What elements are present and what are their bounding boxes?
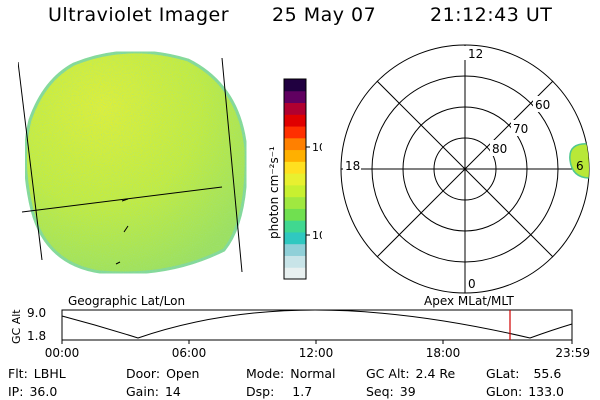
color-scale-stripe	[284, 243, 306, 256]
glat-label: GLat:	[486, 366, 520, 381]
mlat-label: 70	[513, 122, 528, 136]
altitude-curve	[61, 309, 573, 339]
graticule-line	[21, 186, 223, 213]
auroral-emission	[569, 143, 589, 179]
color-scale-stripe	[284, 184, 306, 198]
gain-label: Gain:	[126, 384, 159, 399]
graticule-line	[18, 61, 43, 261]
gc-alt-label: GC Alt:	[366, 366, 410, 381]
color-scale-stripe	[284, 114, 306, 127]
date-label: 25 May 07	[272, 4, 377, 26]
mlat-label: 60	[535, 98, 550, 112]
timeline-axis-title: GC Alt	[10, 309, 23, 344]
time-label: 21:12:43 UT	[430, 4, 553, 26]
mlt-label-dusk: 18	[345, 159, 360, 173]
earth-disk	[24, 50, 248, 275]
color-scale-tick: 100	[312, 141, 322, 154]
mode-field: Mode: Normal	[246, 366, 336, 381]
color-scale-stripe	[284, 126, 306, 139]
gc-alt-field: GC Alt: 2.4 Re	[366, 366, 455, 381]
color-scale-stripe	[284, 231, 306, 245]
instrument-title: Ultraviolet Imager	[48, 4, 230, 26]
color-scale-stripe	[284, 102, 306, 115]
color-scale-stripe	[284, 208, 306, 221]
seq-value: 39	[399, 384, 416, 399]
mode-value: Normal	[290, 366, 336, 381]
color-scale-tick: 10	[312, 229, 322, 242]
dsp-label: Dsp:	[246, 384, 275, 399]
glat-field: GLat: 55.6	[486, 366, 561, 381]
gc-alt-value: 2.4 Re	[415, 366, 456, 381]
polar-plot: 12 18 0 6 60 70 80	[340, 44, 590, 294]
timeline-right-label: Apex MLat/MLT	[424, 294, 514, 308]
timeline-y-tick: 1.8	[27, 329, 46, 343]
filter-value: LBHL	[33, 366, 66, 381]
mlt-label-noon: 12	[468, 47, 483, 61]
seq-label: Seq:	[366, 384, 394, 399]
color-scale: 100 10 photon cm⁻²s⁻¹	[267, 78, 322, 280]
glat-value: 55.6	[533, 366, 562, 381]
timeline-y-tick: 9.0	[27, 306, 46, 320]
uv-earth-image	[18, 50, 248, 275]
mlat-label: 80	[492, 142, 507, 156]
mode-label: Mode:	[246, 366, 285, 381]
ip-field: IP: 36.0	[8, 384, 57, 399]
graticule-mark	[123, 225, 129, 233]
color-scale-bar	[284, 79, 306, 280]
seq-field: Seq: 39	[366, 384, 416, 399]
graticule-mark	[121, 198, 129, 202]
graticule-mark	[115, 261, 121, 265]
timeline-x-tick: 00:00	[45, 346, 80, 360]
color-scale-stripe	[284, 196, 306, 209]
gain-value: 14	[164, 384, 181, 399]
color-scale-stripe	[284, 255, 306, 268]
timeline-x-tick: 18:00	[426, 346, 461, 360]
gain-field: Gain: 14	[126, 384, 181, 399]
color-scale-unit: photon cm⁻²s⁻¹	[267, 146, 281, 239]
color-scale-stripe	[284, 161, 306, 174]
color-scale-stripe	[284, 267, 306, 280]
color-scale-stripe	[284, 137, 306, 151]
timeline-left-label: Geographic Lat/Lon	[68, 294, 185, 308]
graticule-line	[221, 57, 243, 273]
door-value: Open	[166, 366, 200, 381]
filter-field: Flt: LBHL	[8, 366, 66, 381]
timeline-x-tick: 23:59	[555, 346, 590, 360]
door-field: Door: Open	[126, 366, 199, 381]
ip-value: 36.0	[29, 384, 58, 399]
dsp-value: 1.7	[292, 384, 313, 399]
color-scale-stripe	[284, 149, 306, 162]
color-scale-stripe	[284, 173, 306, 186]
color-scale-stripe	[284, 90, 306, 104]
color-scale-stripe	[284, 79, 306, 92]
timeline-frame	[61, 309, 573, 341]
dsp-field: Dsp: 1.7	[246, 384, 312, 399]
timeline-x-tick: 12:00	[299, 346, 334, 360]
door-label: Door:	[126, 366, 161, 381]
timeline-x-tick: 06:00	[172, 346, 207, 360]
glon-label: GLon:	[486, 384, 523, 399]
ip-label: IP:	[8, 384, 24, 399]
orbit-timeline: Geographic Lat/Lon Apex MLat/MLT GC Alt …	[10, 294, 590, 360]
glon-field: GLon: 133.0	[486, 384, 564, 399]
filter-label: Flt:	[8, 366, 28, 381]
mlt-label-dawn: 6	[576, 159, 584, 173]
mlt-label-midnight: 0	[468, 277, 476, 291]
glon-value: 133.0	[528, 384, 565, 399]
color-scale-stripe	[284, 220, 306, 233]
